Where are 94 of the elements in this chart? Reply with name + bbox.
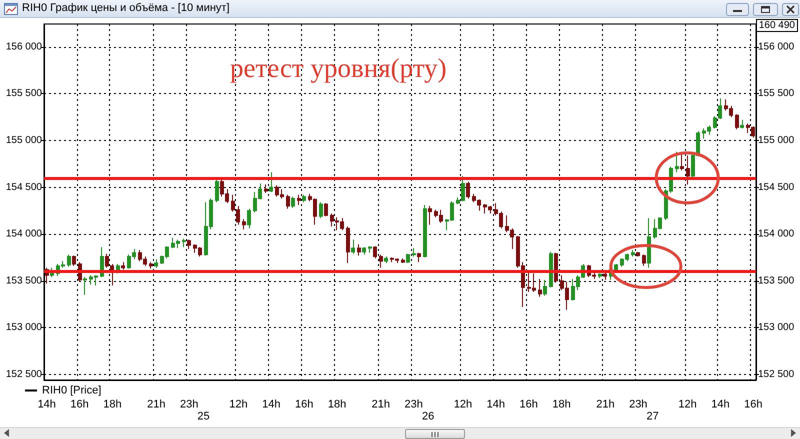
candlestick <box>647 218 651 268</box>
candlestick <box>187 239 191 250</box>
y2-tick-label: 154 000 <box>758 228 795 240</box>
candlestick <box>351 239 355 254</box>
candlestick <box>680 153 684 171</box>
chart-title: RIH0 График цены и объёма - [10 минут] <box>22 2 230 15</box>
candlestick <box>121 262 125 270</box>
candlestick <box>247 208 251 229</box>
candlestick <box>373 246 377 259</box>
candlestick <box>357 244 361 256</box>
y2-tick-label: 153 000 <box>758 322 795 334</box>
text: RIH0 [Price] <box>42 384 102 396</box>
candlestick <box>72 255 76 266</box>
candlestick <box>302 194 306 203</box>
candlestick <box>116 263 120 274</box>
x-tick-label: 12h <box>678 398 697 410</box>
candlestick <box>297 194 301 206</box>
x2-tick-label: 26 <box>422 410 434 422</box>
candlestick <box>636 251 640 257</box>
candlestick <box>269 172 273 192</box>
candlestick <box>554 252 558 284</box>
candlestick <box>242 218 246 230</box>
x-tick-label: 16h <box>744 398 762 410</box>
y-tick-label: 155 500 <box>6 88 42 100</box>
candlestick <box>401 258 405 264</box>
candlestick <box>215 178 219 203</box>
x-tick-label: 16h <box>520 398 538 410</box>
candlestick <box>368 246 372 254</box>
y-tick-label: 154 500 <box>6 182 42 193</box>
candlestick <box>264 184 268 194</box>
candlestick <box>603 272 607 280</box>
candlestick <box>740 119 744 129</box>
candlestick <box>686 154 690 185</box>
x-tick-label: 14h <box>38 398 56 410</box>
candlestick <box>182 238 186 248</box>
x-tick-label: 12h <box>454 398 472 410</box>
candlestick <box>379 254 383 268</box>
x-tick-label: 23h <box>629 398 648 410</box>
candlestick <box>642 254 646 266</box>
candlestick <box>549 251 553 288</box>
y2-tick-label: 155 500 <box>758 88 795 100</box>
x2-tick-label: 25 <box>197 410 210 422</box>
y2-tick-label: 152 500 <box>758 368 795 380</box>
x-tick-label: 14h <box>486 398 506 410</box>
y-tick-label: 152 500 <box>6 368 42 380</box>
x-tick-label: 14h <box>262 398 280 410</box>
x-tick-label: 14h <box>711 398 730 410</box>
x-tick-label: 16h <box>70 398 89 410</box>
y2-tick-label: 153 500 <box>758 275 795 286</box>
x-tick-label: 16h <box>294 398 314 410</box>
y-tick-label: 155 000 <box>6 134 42 146</box>
candlestick <box>423 204 427 258</box>
x2-tick-label: 27 <box>646 410 659 422</box>
x-tick-label: 18h <box>328 398 346 410</box>
x-tick-label: 21h <box>372 398 390 410</box>
y-tick-label: 153 000 <box>6 322 42 334</box>
x-tick-label: 18h <box>103 398 122 410</box>
x-tick-label: 21h <box>596 398 615 410</box>
candlestick <box>324 202 328 217</box>
candlestick <box>149 262 153 270</box>
y-tick-label: 153 500 <box>6 275 42 286</box>
x-tick-label: 12h <box>229 398 248 410</box>
y-tick-label: 156 000 <box>6 41 42 52</box>
annotation: ретест уровня(рту) <box>230 53 447 84</box>
candlestick <box>50 267 54 278</box>
candlestick <box>417 252 421 263</box>
candlestick <box>291 196 295 208</box>
candlestick <box>319 202 323 219</box>
candlestick <box>286 194 290 210</box>
candlestick <box>67 254 71 268</box>
candlestick <box>428 205 432 226</box>
candlestick <box>675 151 679 173</box>
y-tick-label: 154 000 <box>6 228 42 240</box>
candlestick <box>598 272 602 279</box>
candlestick <box>406 253 410 264</box>
y2-tick-label: 156 000 <box>758 41 795 52</box>
candlestick <box>362 246 366 256</box>
candlestick <box>543 279 547 296</box>
candlestick <box>346 226 350 264</box>
candlestick <box>384 256 388 264</box>
y2-tick-label: 155 000 <box>758 134 795 146</box>
y2-tick-label: 154 500 <box>758 182 795 193</box>
candlestick <box>631 249 635 257</box>
x-tick-label: 23h <box>180 398 198 410</box>
x-tick-label: 18h <box>552 398 571 410</box>
candlestick <box>154 258 158 268</box>
x-tick-label: 23h <box>404 398 423 410</box>
candlestick <box>412 248 416 257</box>
x-tick-label: 21h <box>147 398 166 410</box>
candlestick <box>735 114 739 130</box>
candlestick <box>83 276 87 296</box>
candlestick <box>466 181 470 199</box>
candlestick <box>538 278 542 298</box>
text: 160 490 <box>756 19 798 32</box>
